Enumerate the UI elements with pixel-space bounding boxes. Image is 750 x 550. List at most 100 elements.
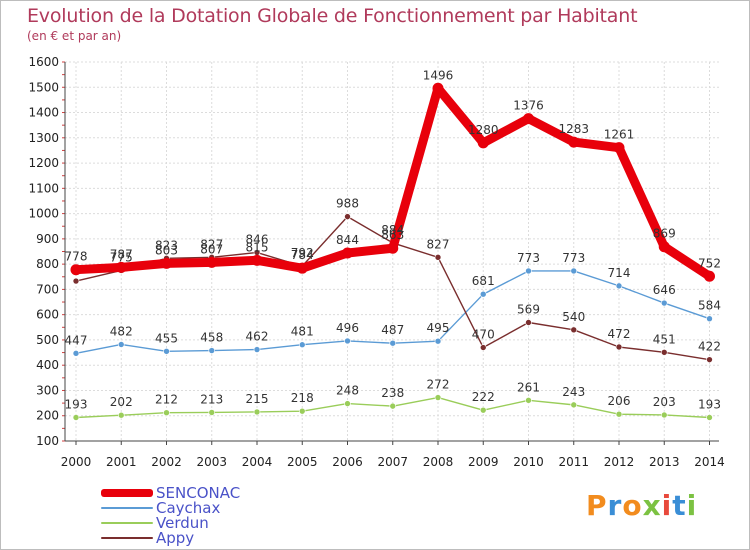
y-tick-label: 500 [36, 333, 59, 347]
data-label-caychax: 773 [562, 251, 585, 265]
logo-letter: P [586, 489, 608, 522]
x-tick-label: 2001 [106, 455, 137, 469]
series-point-caychax [117, 341, 125, 348]
x-tick-label: 2011 [558, 455, 589, 469]
data-label-verdun: 193 [65, 398, 88, 412]
series-point-senconac [342, 247, 353, 259]
series-point-caychax [525, 267, 532, 275]
legend-swatch [101, 489, 153, 497]
data-label-verdun: 193 [698, 398, 721, 412]
series-point-verdun [706, 414, 713, 421]
legend-label: Appy [156, 529, 195, 547]
data-label-caychax: 487 [381, 323, 404, 337]
series-point-verdun [660, 411, 668, 419]
data-label-senconac: 752 [698, 256, 721, 270]
data-label-caychax: 458 [200, 331, 223, 345]
data-label-caychax: 481 [291, 325, 314, 339]
data-label-verdun: 248 [336, 384, 359, 398]
data-label-senconac: 1496 [423, 68, 454, 82]
y-tick-label: 1300 [28, 131, 59, 145]
data-label-verdun: 243 [562, 385, 585, 399]
x-tick-label: 2002 [151, 455, 182, 469]
y-tick-label: 100 [36, 434, 59, 448]
series-point-senconac [115, 261, 127, 273]
series-point-senconac [251, 254, 263, 266]
y-tick-label: 1000 [28, 207, 59, 221]
data-label-appy: 470 [472, 328, 495, 342]
series-point-senconac [523, 113, 534, 125]
data-label-verdun: 218 [291, 391, 314, 405]
series-point-appy [570, 326, 578, 334]
series-point-verdun [479, 406, 487, 414]
data-label-appy: 846 [246, 233, 269, 247]
series-point-appy [344, 213, 351, 220]
series-point-senconac [658, 241, 670, 253]
data-label-verdun: 213 [200, 392, 223, 406]
data-label-caychax: 455 [155, 331, 178, 345]
series-point-appy [660, 349, 668, 356]
data-label-appy: 451 [653, 332, 676, 346]
legend-label: Caychax [156, 499, 221, 517]
series-point-verdun [253, 408, 261, 416]
y-tick-label: 700 [36, 282, 59, 296]
legend-label: SENCONAC [156, 484, 241, 502]
data-label-senconac: 1261 [604, 128, 635, 142]
x-tick-label: 2006 [332, 455, 363, 469]
data-label-verdun: 206 [608, 394, 631, 408]
series-point-appy [525, 319, 532, 326]
data-label-caychax: 482 [110, 324, 133, 338]
data-label-appy: 823 [155, 238, 178, 252]
x-tick-label: 2008 [423, 455, 454, 469]
data-label-verdun: 212 [155, 393, 178, 407]
series-point-verdun [72, 414, 80, 421]
data-label-senconac: 803 [155, 243, 178, 257]
data-label-senconac: 863 [381, 228, 404, 242]
series-point-caychax [479, 290, 487, 298]
series-point-caychax [344, 337, 351, 345]
legend-swatch [101, 522, 153, 524]
logo-letter: t [672, 489, 687, 522]
data-label-appy: 827 [427, 237, 450, 251]
legend-swatch [101, 537, 153, 539]
data-label-caychax: 495 [427, 321, 450, 335]
x-tick-label: 2014 [694, 455, 725, 469]
data-label-caychax: 681 [472, 274, 495, 288]
data-label-appy: 827 [200, 237, 223, 251]
data-label-verdun: 222 [472, 390, 495, 404]
series-point-caychax [72, 350, 80, 357]
series-point-caychax [298, 341, 306, 349]
data-label-appy: 422 [698, 340, 721, 354]
chart-title: Evolution de la Dotation Globale de Fonc… [27, 5, 638, 27]
data-label-verdun: 238 [381, 386, 404, 400]
series-point-caychax [706, 315, 713, 323]
data-label-senconac: 787 [110, 247, 133, 261]
data-label-appy: 775 [110, 250, 133, 264]
data-label-senconac: 1280 [468, 123, 499, 137]
x-tick-label: 2010 [513, 455, 544, 469]
data-label-verdun: 203 [653, 395, 676, 409]
data-label-senconac: 778 [65, 250, 88, 264]
y-tick-label: 300 [36, 383, 59, 397]
series-point-senconac [296, 262, 308, 274]
series-point-verdun [163, 409, 170, 417]
series-point-senconac [161, 257, 172, 269]
x-tick-label: 2004 [242, 455, 273, 469]
series-point-appy [706, 356, 713, 363]
logo-letter: i [686, 489, 698, 522]
series-lines [70, 82, 715, 421]
series-point-verdun [615, 410, 623, 418]
series-point-senconac [613, 142, 625, 154]
series-point-appy [615, 343, 623, 351]
x-tick-label: 2012 [604, 455, 635, 469]
series-point-verdun [570, 401, 578, 409]
y-tick-label: 1100 [28, 181, 59, 195]
series-point-appy [479, 344, 487, 351]
series-point-caychax [389, 339, 397, 347]
series-point-senconac [704, 270, 715, 282]
data-label-appy: 569 [517, 302, 540, 316]
logo-letter: o [622, 489, 643, 522]
x-tick-label: 2003 [196, 455, 227, 469]
data-label-senconac: 1376 [513, 99, 544, 113]
